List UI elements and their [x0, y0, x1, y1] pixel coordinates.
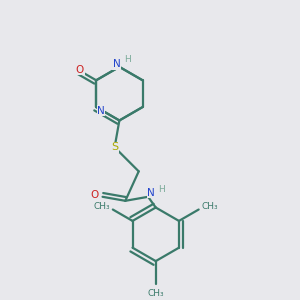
Text: H: H — [124, 55, 131, 64]
Text: O: O — [91, 190, 99, 200]
Text: CH₃: CH₃ — [147, 289, 164, 298]
Text: N: N — [97, 106, 105, 116]
Text: O: O — [76, 65, 84, 75]
Text: CH₃: CH₃ — [202, 202, 218, 211]
Text: N: N — [147, 188, 155, 198]
Text: N: N — [112, 59, 120, 69]
Text: H: H — [158, 184, 165, 194]
Text: S: S — [111, 142, 118, 152]
Text: CH₃: CH₃ — [93, 202, 110, 211]
